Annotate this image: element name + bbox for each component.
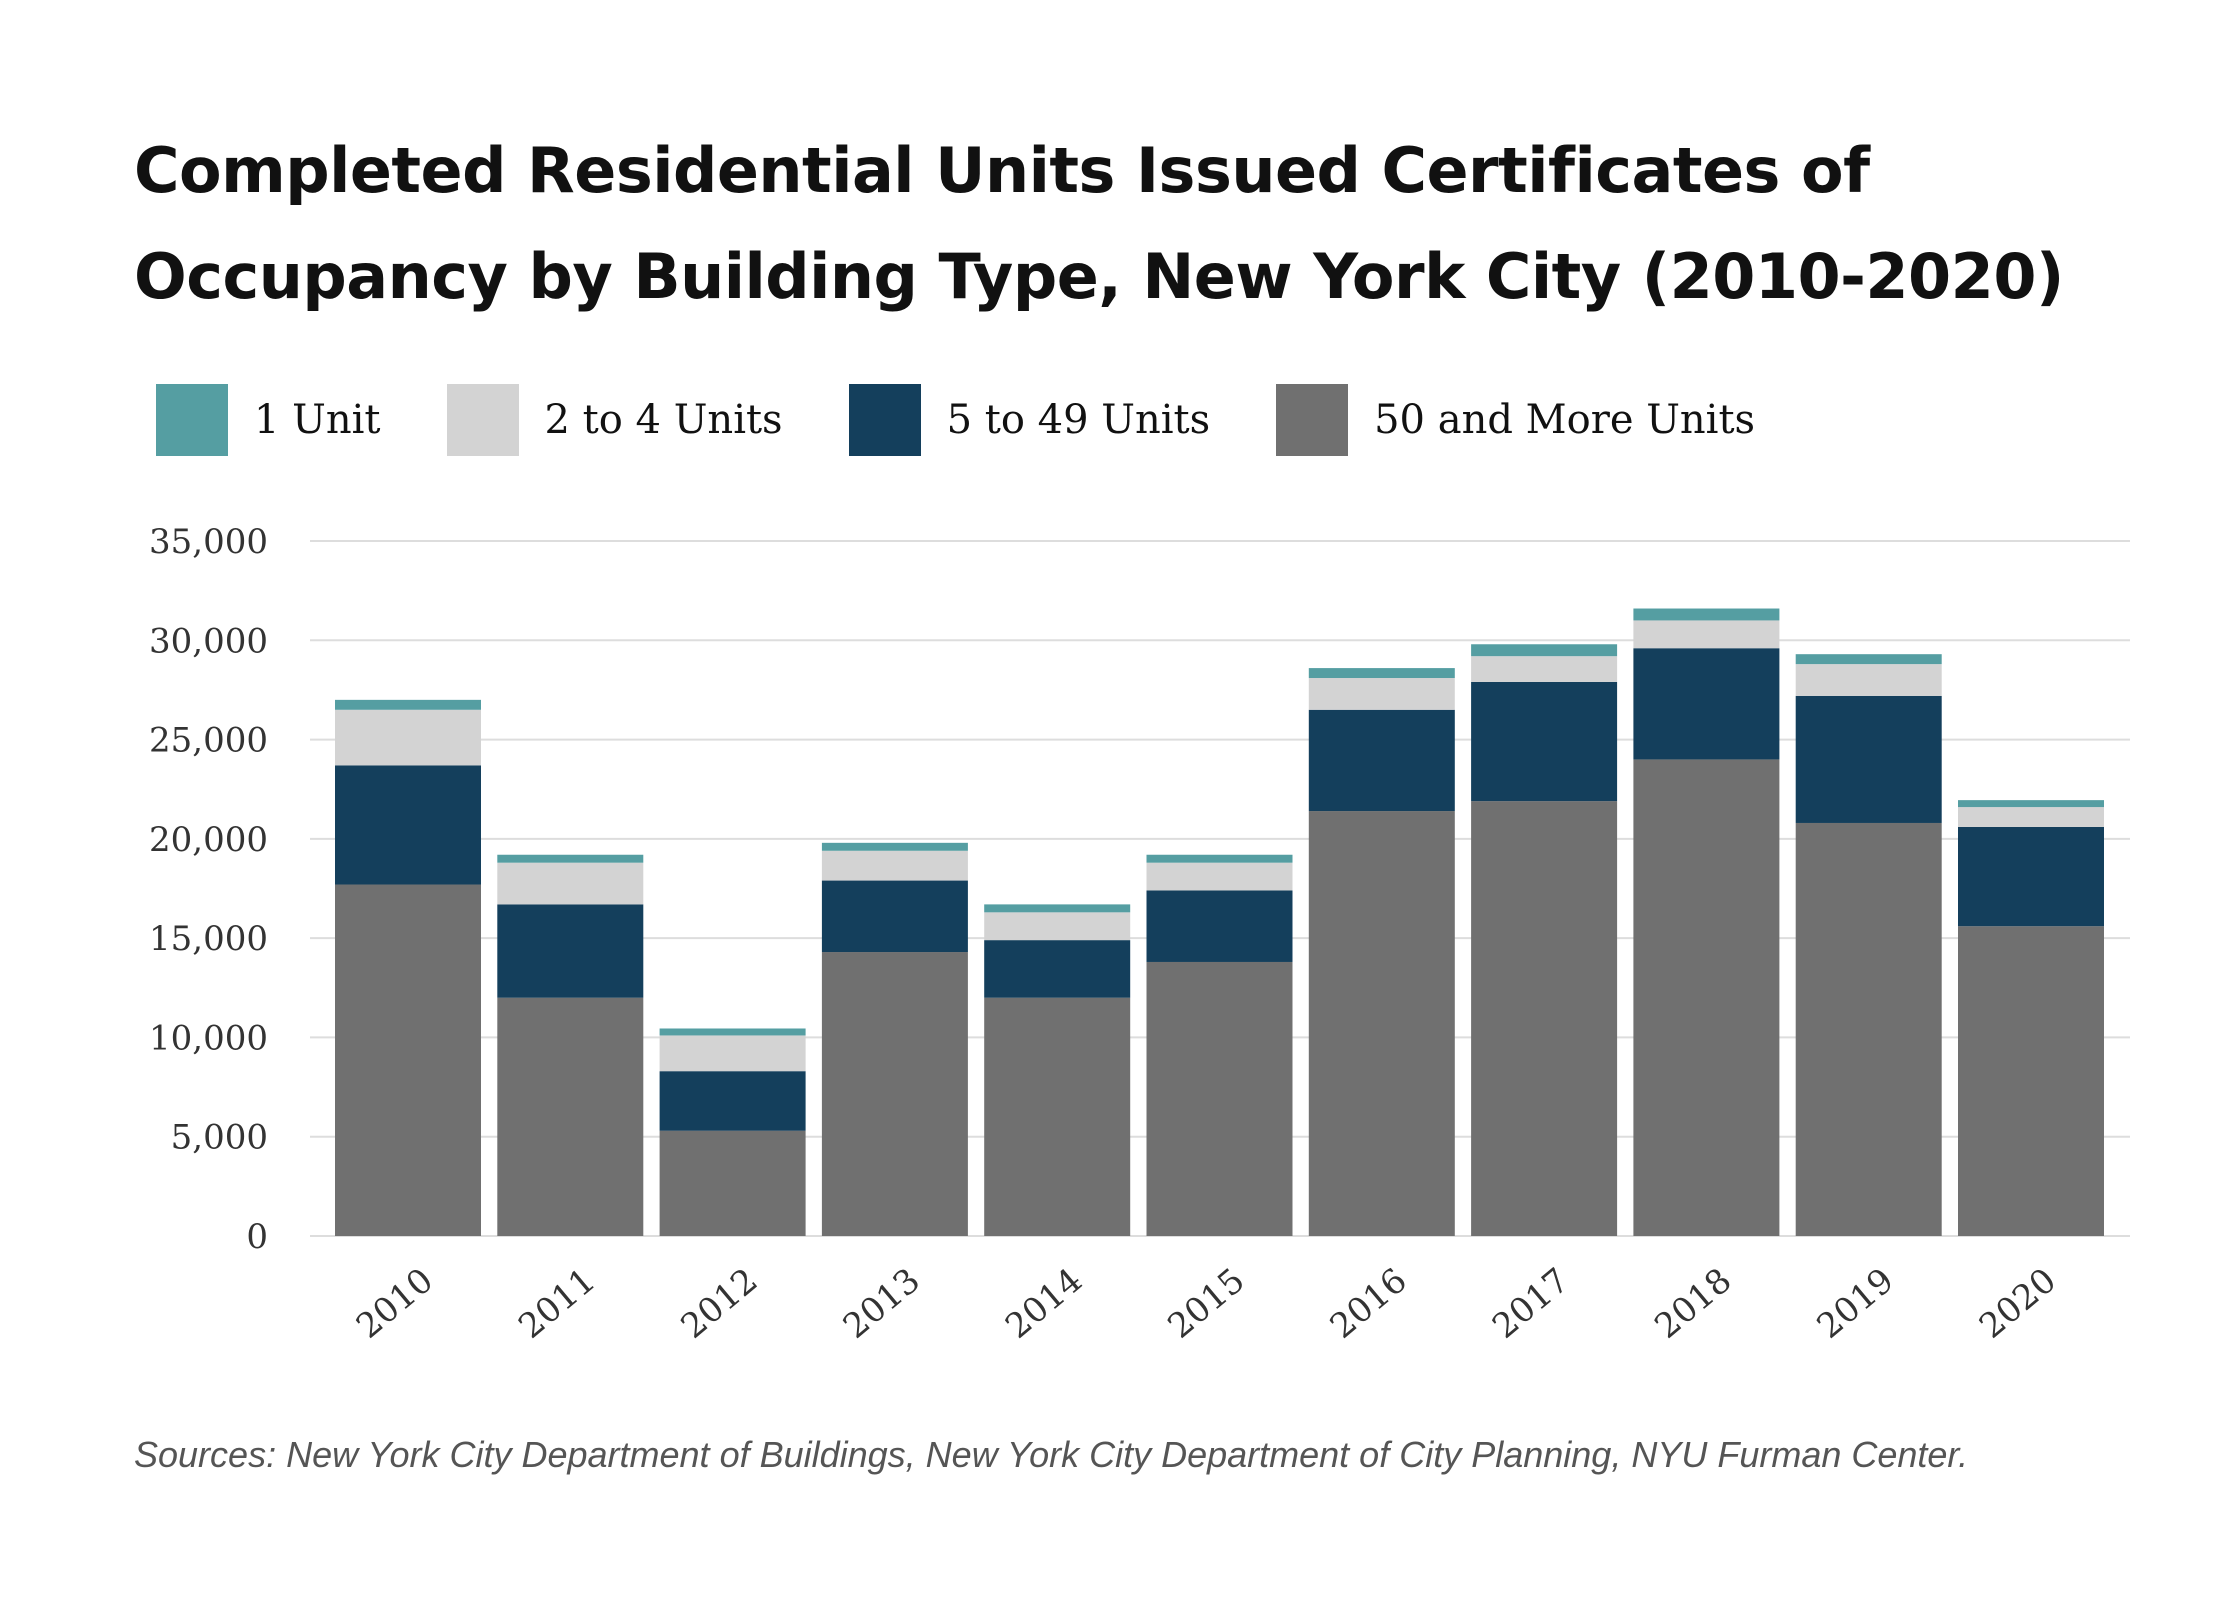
y-tick-label: 10,000 bbox=[149, 1018, 268, 1058]
bar-2012-2-to-4-units bbox=[659, 1035, 806, 1072]
bar-2016-5-to-49-units bbox=[1308, 709, 1455, 812]
bar-2011-1-unit bbox=[497, 854, 644, 863]
bar-2014-2-to-4-units bbox=[984, 912, 1131, 941]
legend-swatch-50-and-more-units bbox=[1276, 384, 1349, 456]
bar-2014-1-unit bbox=[984, 904, 1131, 913]
bar-2015-50-and-more-units bbox=[1146, 961, 1293, 1236]
bar-2019-5-to-49-units bbox=[1795, 695, 1942, 823]
legend-swatch-1-unit bbox=[156, 384, 228, 456]
x-tick-label-2016: 2016 bbox=[1323, 1260, 1415, 1346]
source-note: Sources: New York City Department of Bui… bbox=[134, 1434, 1969, 1475]
bar-2010-5-to-49-units bbox=[335, 765, 481, 885]
bar-2017-50-and-more-units bbox=[1471, 801, 1618, 1236]
y-tick-label: 35,000 bbox=[149, 522, 268, 562]
legend-item-2-to-4-units: 2 to 4 Units bbox=[446, 384, 783, 456]
bars bbox=[335, 608, 2104, 1236]
bar-2016-1-unit bbox=[1308, 668, 1455, 679]
x-tick-label-2018: 2018 bbox=[1647, 1260, 1739, 1346]
bar-2013-50-and-more-units bbox=[821, 952, 968, 1236]
x-tick-label-2011: 2011 bbox=[511, 1260, 603, 1346]
bar-2019-50-and-more-units bbox=[1795, 822, 1942, 1236]
bar-2017-2-to-4-units bbox=[1471, 656, 1618, 682]
bar-2012-50-and-more-units bbox=[659, 1130, 806, 1236]
x-tick-label-2015: 2015 bbox=[1160, 1260, 1252, 1346]
bar-2014-5-to-49-units bbox=[984, 940, 1131, 998]
chart-title: Completed Residential Units Issued Certi… bbox=[134, 134, 2064, 313]
x-tick-label-2017: 2017 bbox=[1485, 1260, 1577, 1346]
bar-2013-2-to-4-units bbox=[821, 850, 968, 881]
bar-2012-1-unit bbox=[659, 1028, 806, 1036]
bar-2011-50-and-more-units bbox=[497, 997, 644, 1236]
bar-2010-1-unit bbox=[335, 699, 481, 710]
bar-2018-2-to-4-units bbox=[1633, 620, 1780, 649]
bar-2012-5-to-49-units bbox=[659, 1071, 806, 1131]
bar-2015-1-unit bbox=[1146, 854, 1293, 863]
bar-2020-50-and-more-units bbox=[1958, 926, 2104, 1236]
legend-label-50-and-more-units: 50 and More Units bbox=[1374, 397, 1756, 443]
y-axis: 0 5,000 10,000 15,000 20,000 25,000 30,000 35,0… bbox=[149, 522, 268, 1257]
bar-2015-2-to-4-units bbox=[1146, 862, 1293, 891]
x-tick-label-2019: 2019 bbox=[1810, 1260, 1902, 1346]
bar-2016-50-and-more-units bbox=[1308, 811, 1455, 1236]
bar-2018-5-to-49-units bbox=[1633, 648, 1780, 760]
legend-item-5-to-49-units: 5 to 49 Units bbox=[848, 384, 1211, 456]
bar-2020-5-to-49-units bbox=[1958, 826, 2104, 927]
x-tick-label-2012: 2012 bbox=[674, 1260, 766, 1346]
y-tick-label: 0 bbox=[246, 1217, 268, 1257]
x-tick-label-2020: 2020 bbox=[1972, 1260, 2064, 1346]
y-tick-label: 30,000 bbox=[149, 621, 268, 661]
legend: 1 Unit 2 to 4 Units 5 to 49 Units 50 and… bbox=[156, 384, 1821, 456]
bar-2018-50-and-more-units bbox=[1633, 759, 1780, 1236]
y-tick-label: 15,000 bbox=[149, 919, 268, 959]
bar-2020-1-unit bbox=[1958, 800, 2104, 808]
bar-2011-5-to-49-units bbox=[497, 904, 644, 998]
bar-2018-1-unit bbox=[1633, 608, 1780, 621]
bar-2015-5-to-49-units bbox=[1146, 890, 1293, 962]
x-tick-label-2013: 2013 bbox=[836, 1260, 928, 1346]
bar-2017-1-unit bbox=[1471, 644, 1618, 657]
legend-label-2-to-4-units: 2 to 4 Units bbox=[544, 397, 783, 443]
x-tick-label-2014: 2014 bbox=[998, 1260, 1090, 1346]
legend-item-50-and-more-units: 50 and More Units bbox=[1276, 384, 1755, 456]
bar-2013-5-to-49-units bbox=[821, 880, 968, 953]
legend-label-1-unit: 1 Unit bbox=[254, 397, 381, 443]
legend-item-1-unit: 1 Unit bbox=[156, 384, 381, 456]
x-tick-label-2010: 2010 bbox=[349, 1260, 441, 1346]
bar-2011-2-to-4-units bbox=[497, 862, 644, 905]
bar-2019-1-unit bbox=[1795, 654, 1942, 665]
bar-2014-50-and-more-units bbox=[984, 997, 1131, 1236]
bar-2019-2-to-4-units bbox=[1795, 664, 1942, 696]
bar-2016-2-to-4-units bbox=[1308, 678, 1455, 710]
bar-2013-1-unit bbox=[821, 842, 968, 851]
bar-2017-5-to-49-units bbox=[1471, 681, 1618, 802]
bar-2010-2-to-4-units bbox=[335, 709, 481, 766]
legend-swatch-2-to-4-units bbox=[446, 384, 519, 456]
legend-label-5-to-49-units: 5 to 49 Units bbox=[946, 397, 1211, 443]
legend-swatch-5-to-49-units bbox=[848, 384, 921, 456]
y-tick-label: 5,000 bbox=[171, 1118, 268, 1158]
bar-2020-2-to-4-units bbox=[1958, 807, 2104, 827]
bar-2010-50-and-more-units bbox=[335, 884, 481, 1236]
y-tick-label: 25,000 bbox=[149, 721, 268, 761]
x-axis: 2010 2011 2012 2013 2014 2015 2016 2017 2018 2019… bbox=[349, 1260, 2064, 1346]
y-tick-label: 20,000 bbox=[149, 820, 268, 860]
